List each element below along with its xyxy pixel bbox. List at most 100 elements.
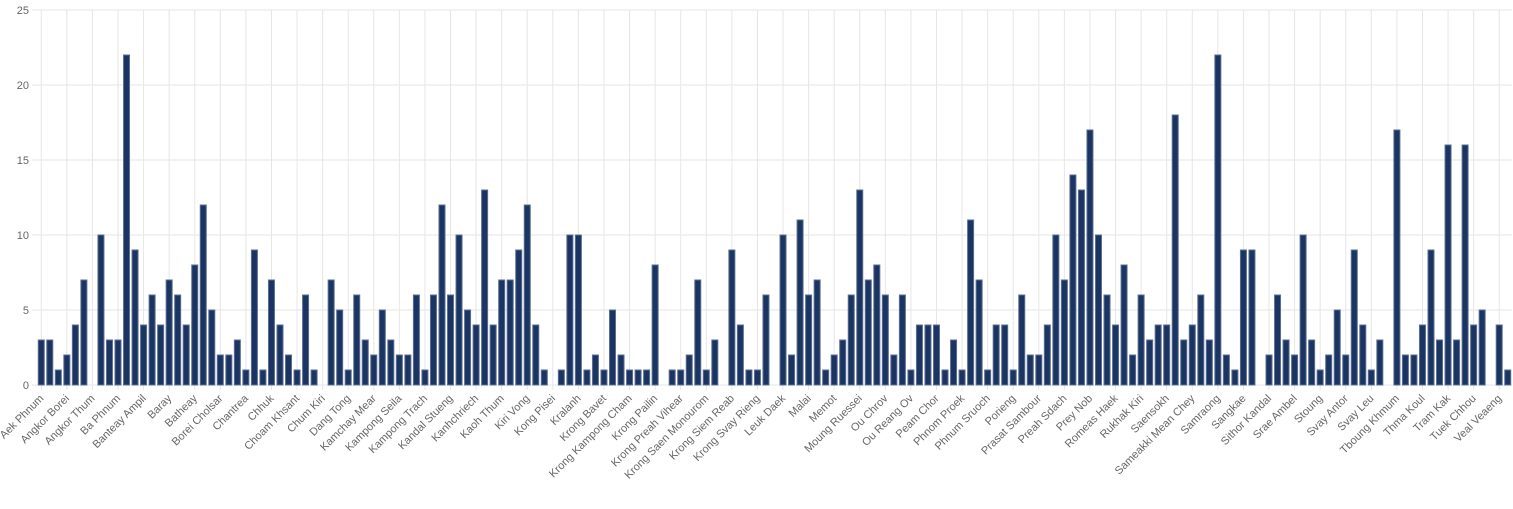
bar bbox=[1035, 354, 1043, 386]
bar bbox=[702, 369, 710, 386]
bar bbox=[1239, 249, 1247, 386]
bar bbox=[1291, 354, 1299, 386]
bar bbox=[336, 309, 344, 386]
bar bbox=[1077, 189, 1085, 386]
bar bbox=[1461, 144, 1469, 386]
bar bbox=[233, 339, 241, 386]
bar bbox=[540, 369, 548, 386]
bar bbox=[1052, 234, 1060, 386]
bar bbox=[276, 324, 284, 386]
bar bbox=[813, 279, 821, 386]
bar bbox=[1342, 354, 1350, 386]
y-tick-label: 25 bbox=[17, 5, 29, 17]
y-tick-label: 20 bbox=[17, 80, 29, 92]
bar bbox=[677, 369, 685, 386]
bar bbox=[566, 234, 574, 386]
bar bbox=[1137, 294, 1145, 386]
bar bbox=[924, 324, 932, 386]
bar bbox=[583, 369, 591, 386]
bar bbox=[1197, 294, 1205, 386]
bar bbox=[1086, 129, 1094, 386]
bar bbox=[285, 354, 293, 386]
bar bbox=[1248, 249, 1256, 386]
bar bbox=[856, 189, 864, 386]
bar bbox=[941, 369, 949, 386]
bar bbox=[1180, 339, 1188, 386]
bar bbox=[472, 324, 480, 386]
bar bbox=[1001, 324, 1009, 386]
bar bbox=[182, 324, 190, 386]
bar bbox=[685, 354, 693, 386]
bar bbox=[353, 294, 361, 386]
bar bbox=[779, 234, 787, 386]
bar bbox=[1094, 234, 1102, 386]
bar bbox=[1231, 369, 1239, 386]
bar bbox=[140, 324, 148, 386]
bar bbox=[395, 354, 403, 386]
bar bbox=[344, 369, 352, 386]
bar bbox=[1504, 369, 1512, 386]
bar bbox=[847, 294, 855, 386]
bar bbox=[626, 369, 634, 386]
bar bbox=[97, 234, 105, 386]
bar bbox=[1214, 54, 1222, 386]
bar bbox=[481, 189, 489, 386]
bar bbox=[1146, 339, 1154, 386]
bar bbox=[822, 369, 830, 386]
bar bbox=[1222, 354, 1230, 386]
bar bbox=[498, 279, 506, 386]
bar bbox=[1112, 324, 1120, 386]
bar bbox=[668, 369, 676, 386]
bar bbox=[267, 279, 275, 386]
bar bbox=[864, 279, 872, 386]
bar bbox=[404, 354, 412, 386]
bar bbox=[839, 339, 847, 386]
bar bbox=[617, 354, 625, 386]
bar bbox=[1436, 339, 1444, 386]
bar bbox=[574, 234, 582, 386]
bar bbox=[165, 279, 173, 386]
bar bbox=[1495, 324, 1503, 386]
bar bbox=[958, 369, 966, 386]
bar bbox=[1470, 324, 1478, 386]
bar bbox=[1410, 354, 1418, 386]
bar bbox=[327, 279, 335, 386]
bar bbox=[992, 324, 1000, 386]
bar bbox=[63, 354, 71, 386]
bar bbox=[1282, 339, 1290, 386]
bar bbox=[1205, 339, 1213, 386]
bar bbox=[46, 339, 54, 386]
bar bbox=[1103, 294, 1111, 386]
bar bbox=[123, 54, 131, 386]
y-tick-label: 10 bbox=[17, 230, 29, 242]
bar bbox=[557, 369, 565, 386]
bar bbox=[1325, 354, 1333, 386]
bar bbox=[609, 309, 617, 386]
bar bbox=[80, 279, 88, 386]
bar bbox=[873, 264, 881, 386]
bar bbox=[54, 369, 62, 386]
bar bbox=[114, 339, 122, 386]
bar bbox=[438, 204, 446, 386]
bar bbox=[975, 279, 983, 386]
bar bbox=[1316, 369, 1324, 386]
bar bbox=[532, 324, 540, 386]
bar bbox=[225, 354, 233, 386]
bar bbox=[1367, 369, 1375, 386]
bar bbox=[728, 249, 736, 386]
bar bbox=[1163, 324, 1171, 386]
bar bbox=[208, 309, 216, 386]
bar bbox=[1069, 174, 1077, 386]
bar bbox=[1120, 264, 1128, 386]
bar bbox=[387, 339, 395, 386]
bar bbox=[1444, 144, 1452, 386]
bar bbox=[71, 324, 79, 386]
bar bbox=[591, 354, 599, 386]
bar bbox=[762, 294, 770, 386]
bar bbox=[950, 339, 958, 386]
bar bbox=[1308, 339, 1316, 386]
y-tick-label: 15 bbox=[17, 155, 29, 167]
bar bbox=[429, 294, 437, 386]
bar bbox=[361, 339, 369, 386]
